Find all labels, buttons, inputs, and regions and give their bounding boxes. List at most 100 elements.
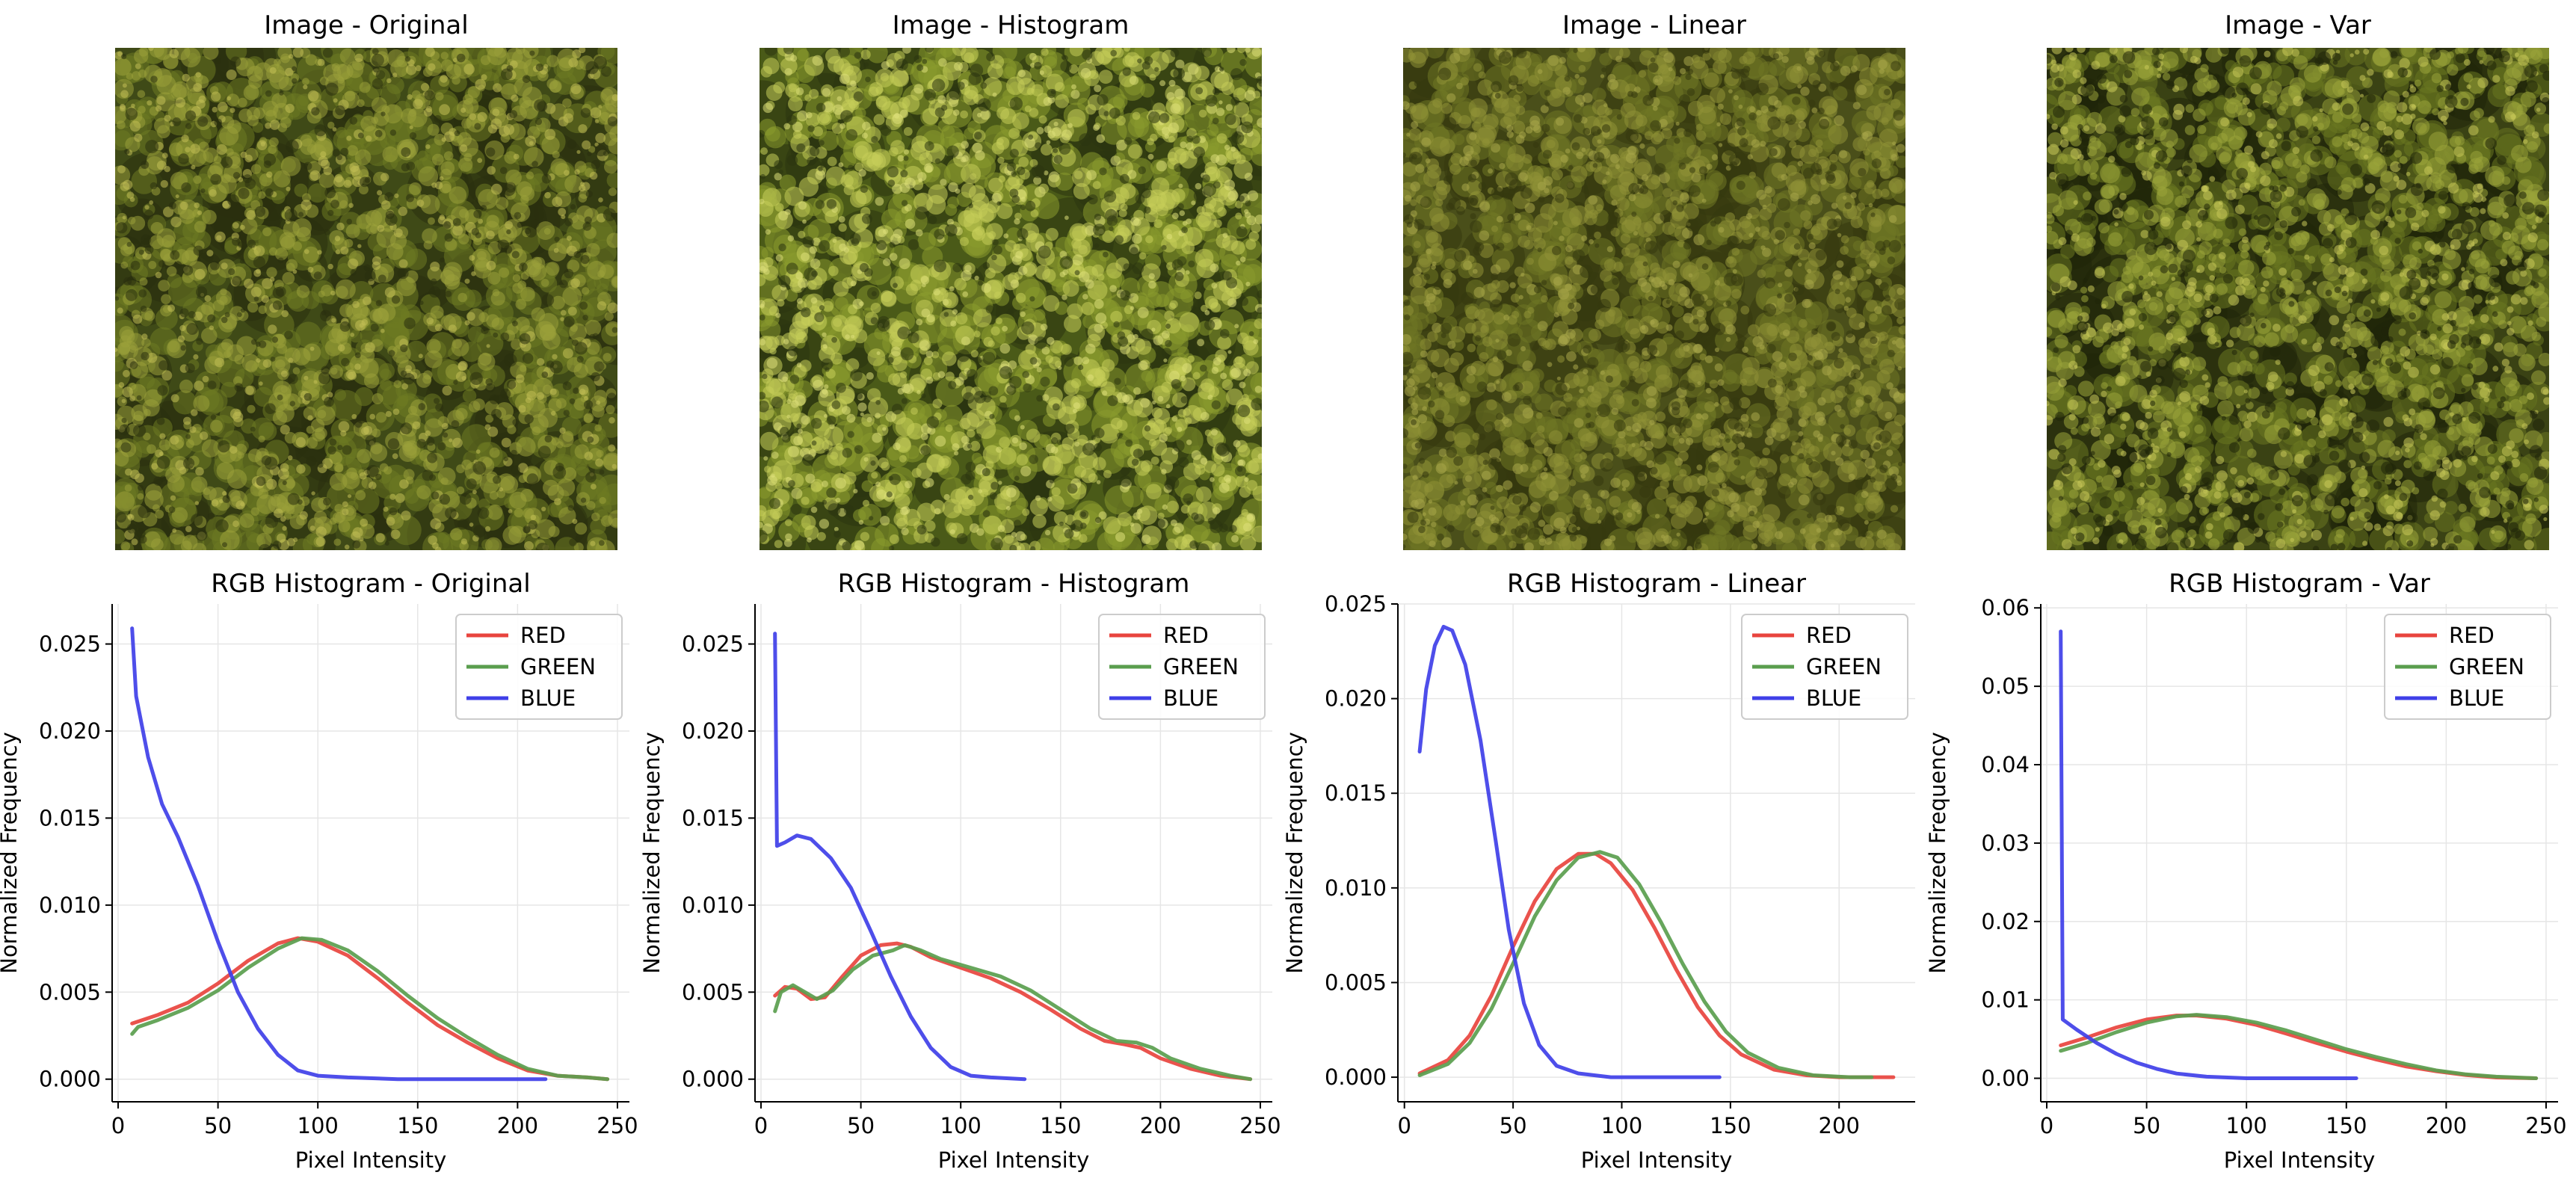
y-tick-label: 0.03 bbox=[1981, 830, 2030, 856]
series-line-blue bbox=[773, 632, 1027, 1082]
x-tick-label: 200 bbox=[2426, 1113, 2467, 1138]
legend: RED GREEN BLUE bbox=[1098, 614, 1266, 720]
y-tick-label: 0.020 bbox=[682, 718, 744, 744]
x-tick-label: 250 bbox=[1239, 1113, 1281, 1138]
image-title-original: Image - Original bbox=[264, 10, 469, 40]
y-axis-label: Normalized Frequency bbox=[639, 732, 665, 974]
image-var bbox=[2047, 48, 2549, 550]
chart-title: RGB Histogram - Histogram bbox=[838, 569, 1190, 599]
x-tick-label: 50 bbox=[2133, 1113, 2160, 1138]
x-tick-label: 0 bbox=[111, 1113, 125, 1138]
y-axis-label: Normalized Frequency bbox=[1282, 732, 1307, 974]
chart-title: RGB Histogram - Linear bbox=[1507, 569, 1806, 599]
legend-label: RED bbox=[520, 623, 566, 648]
y-tick-label: 0.015 bbox=[682, 805, 744, 830]
y-axis-label: Normalized Frequency bbox=[0, 732, 22, 974]
x-axis-label: Pixel Intensity bbox=[1581, 1147, 1733, 1173]
x-tick-label: 150 bbox=[1040, 1113, 1081, 1138]
x-tick-label: 150 bbox=[2326, 1113, 2367, 1138]
texture-image bbox=[1403, 48, 1905, 550]
x-tick-label: 0 bbox=[1397, 1113, 1411, 1138]
chart-0: 0 50 100 150 200 250 0.000 0.005 0.010 0.015 0.020… bbox=[0, 569, 638, 1173]
x-tick-label: 100 bbox=[1601, 1113, 1642, 1138]
y-tick-label: 0.025 bbox=[39, 632, 101, 657]
y-tick-label: 0.010 bbox=[1325, 875, 1387, 901]
series-line-blue bbox=[1417, 624, 1722, 1079]
legend: RED GREEN BLUE bbox=[2384, 614, 2551, 720]
legend-label: GREEN bbox=[1806, 654, 1882, 679]
x-tick-label: 50 bbox=[847, 1113, 875, 1138]
x-tick-label: 100 bbox=[940, 1113, 982, 1138]
image-title-linear: Image - Linear bbox=[1562, 10, 1747, 40]
series-line-red bbox=[130, 936, 610, 1082]
y-tick-label: 0.025 bbox=[1325, 591, 1387, 617]
legend-label: GREEN bbox=[2449, 654, 2524, 679]
x-tick-label: 200 bbox=[1819, 1113, 1860, 1138]
series-line-red bbox=[773, 941, 1253, 1082]
image-histogram bbox=[759, 48, 1262, 550]
series-line-red bbox=[1417, 851, 1896, 1079]
y-tick-label: 0.015 bbox=[1325, 780, 1387, 806]
y-tick-label: 0.02 bbox=[1981, 909, 2030, 934]
chart-3: 0 50 100 150 200 250 0.00 0.01 0.02 0.03 0.04 0.05 0… bbox=[1925, 569, 2567, 1173]
x-axis-label: Pixel Intensity bbox=[938, 1147, 1090, 1173]
legend-label: BLUE bbox=[1806, 685, 1861, 711]
legend-label: GREEN bbox=[1163, 654, 1239, 679]
x-tick-label: 50 bbox=[1500, 1113, 1527, 1138]
series-line-green bbox=[1417, 850, 1874, 1079]
x-tick-label: 250 bbox=[597, 1113, 638, 1138]
legend-label: BLUE bbox=[520, 685, 576, 711]
y-tick-label: 0.00 bbox=[1981, 1066, 2030, 1091]
series-line-green bbox=[2059, 1013, 2539, 1080]
series-line-red bbox=[2059, 1014, 2539, 1080]
x-tick-label: 100 bbox=[2226, 1113, 2267, 1138]
texture-image bbox=[115, 48, 617, 550]
legend-label: BLUE bbox=[2449, 685, 2504, 711]
legend-label: RED bbox=[1163, 623, 1209, 648]
legend-label: BLUE bbox=[1163, 685, 1218, 711]
y-tick-label: 0.020 bbox=[1325, 686, 1387, 712]
y-tick-label: 0.000 bbox=[39, 1067, 101, 1092]
texture-image bbox=[2047, 48, 2549, 550]
texture-image bbox=[759, 48, 1262, 550]
image-original bbox=[115, 48, 617, 550]
y-tick-label: 0.010 bbox=[682, 892, 744, 918]
chart-title: RGB Histogram - Original bbox=[211, 569, 530, 599]
image-linear bbox=[1403, 48, 1905, 550]
x-tick-label: 100 bbox=[298, 1113, 339, 1138]
y-tick-label: 0.005 bbox=[1325, 969, 1387, 995]
chart-1: 0 50 100 150 200 250 0.000 0.005 0.010 0.015 0.020… bbox=[639, 569, 1281, 1173]
legend-label: RED bbox=[2449, 623, 2495, 648]
x-axis-label: Pixel Intensity bbox=[295, 1147, 447, 1173]
y-tick-label: 0.020 bbox=[39, 718, 101, 744]
y-axis-label: Normalized Frequency bbox=[1925, 732, 1950, 974]
y-tick-label: 0.010 bbox=[39, 892, 101, 918]
y-tick-label: 0.05 bbox=[1981, 673, 2030, 699]
legend-label: GREEN bbox=[520, 654, 596, 679]
y-tick-label: 0.005 bbox=[682, 979, 744, 1005]
series-line-blue bbox=[2059, 629, 2358, 1080]
series-line-green bbox=[130, 936, 610, 1082]
legend-label: RED bbox=[1806, 623, 1852, 648]
y-tick-label: 0.015 bbox=[39, 805, 101, 830]
x-tick-label: 200 bbox=[497, 1113, 538, 1138]
x-tick-label: 0 bbox=[2040, 1113, 2053, 1138]
y-tick-label: 0.000 bbox=[682, 1067, 744, 1092]
series-line-blue bbox=[130, 626, 548, 1082]
y-tick-label: 0.025 bbox=[682, 632, 744, 657]
x-axis-label: Pixel Intensity bbox=[2224, 1147, 2376, 1173]
legend: RED GREEN BLUE bbox=[455, 614, 623, 720]
chart-2: 0 50 100 150 200 0.000 0.005 0.010 0.015 0.020 0.0… bbox=[1282, 569, 1915, 1173]
image-title-histogram: Image - Histogram bbox=[892, 10, 1130, 40]
legend: RED GREEN BLUE bbox=[1741, 614, 1908, 720]
y-tick-label: 0.04 bbox=[1981, 752, 2030, 777]
y-tick-label: 0.06 bbox=[1981, 595, 2030, 620]
chart-title: RGB Histogram - Var bbox=[2169, 569, 2430, 599]
x-tick-label: 50 bbox=[204, 1113, 232, 1138]
series-line-green bbox=[773, 943, 1253, 1082]
x-tick-label: 200 bbox=[1140, 1113, 1181, 1138]
y-tick-label: 0.000 bbox=[1325, 1064, 1387, 1090]
x-tick-label: 150 bbox=[1710, 1113, 1751, 1138]
y-tick-label: 0.01 bbox=[1981, 987, 2030, 1013]
